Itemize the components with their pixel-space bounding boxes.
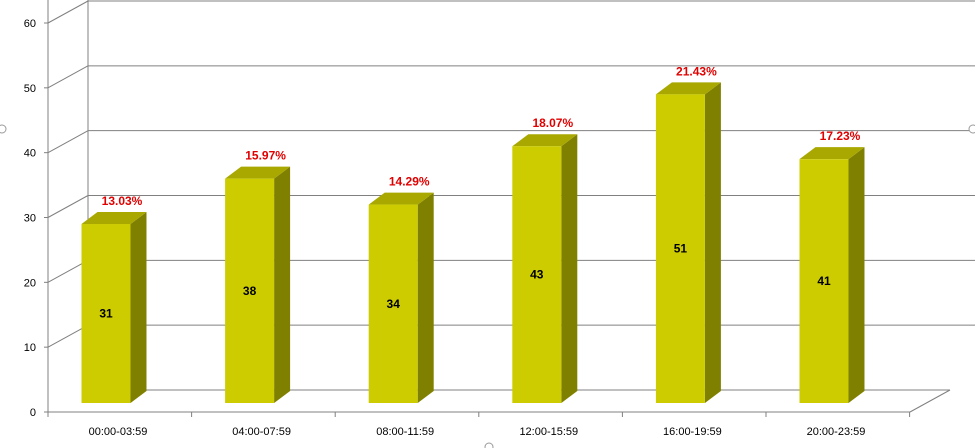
value-label: 43 [530,268,544,282]
bar-side [848,147,865,403]
floor-edge-right [909,389,951,413]
tick-labels: 0 10 20 30 40 50 60 00:00-03:59 04:00-07:59 08:00… [24,18,866,438]
y-tick-label: 40 [24,148,36,160]
percent-label: 21.43% [676,64,717,78]
gridline-diagonal [47,324,89,348]
value-label: 41 [817,274,831,288]
bar-front [512,146,562,403]
bar-4 [655,82,721,403]
value-label: 38 [243,284,257,298]
bar-front [225,178,275,403]
x-tick-label: 00:00-03:59 [89,426,148,438]
y-tick-label: 50 [24,83,36,95]
gridline-diagonal [47,130,89,154]
bar-side [274,166,291,403]
bar-front [81,224,131,403]
bar-front [368,204,418,403]
percent-label: 15.97% [245,149,286,163]
data-labels: 31 13.03% 38 15.97% 34 14.29% 43 18.07% 51 21.43%… [99,64,860,320]
y-tick-label: 60 [24,18,36,30]
bar-side [417,192,434,403]
x-tick-label: 04:00-07:59 [232,426,291,438]
x-tick-label: 16:00-19:59 [663,426,722,438]
percent-label: 14.29% [389,175,430,189]
bar-side [704,82,721,403]
bar-top [81,212,147,225]
bar-top [512,134,578,147]
y-tick-label: 30 [24,213,36,225]
y-tick-label: 10 [24,342,36,354]
bar-top [799,147,865,160]
bar-front [799,159,849,403]
gridline-diagonal [47,65,89,89]
percent-label: 18.07% [532,116,573,130]
bar-top [655,82,721,95]
bar-5 [799,147,865,403]
gridline-diagonal [47,195,89,218]
x-tick-label: 08:00-11:59 [376,426,434,438]
right-resize-handle[interactable] [968,124,975,134]
value-label: 31 [99,307,113,321]
gridline-diagonal [47,0,89,24]
percent-label: 13.03% [102,194,143,208]
bottom-resize-handle[interactable] [484,442,494,448]
bar-1 [225,166,291,403]
y-tick-label: 20 [24,277,36,289]
bar-side [561,134,578,403]
bars [81,82,865,403]
bar-3 [512,134,578,403]
bar-0 [81,212,147,403]
x-tick-label: 12:00-15:59 [519,426,578,438]
bar-top [368,192,434,205]
value-label: 34 [387,297,401,311]
bar-2 [368,192,434,403]
value-label: 51 [674,242,688,256]
bar-top [225,166,291,179]
gridline-diagonal [47,259,89,283]
left-resize-handle[interactable] [0,124,7,134]
percent-label: 17.23% [820,129,861,143]
x-tick-label: 20:00-23:59 [807,426,866,438]
bar-side [130,212,147,403]
y-tick-label: 0 [30,407,36,419]
bar-front [655,94,705,403]
